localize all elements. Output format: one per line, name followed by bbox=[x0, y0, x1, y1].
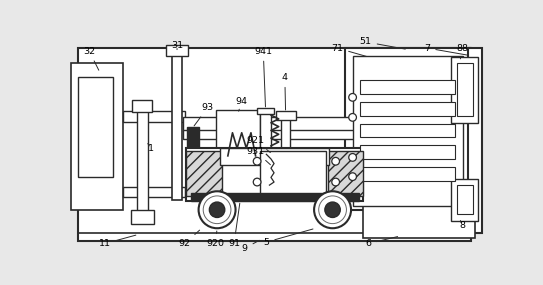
Bar bbox=[166, 45, 188, 56]
Bar bbox=[79, 48, 471, 241]
Bar bbox=[281, 117, 290, 167]
Bar bbox=[260, 151, 326, 196]
Bar bbox=[186, 148, 363, 201]
Bar bbox=[79, 77, 113, 177]
Text: 94: 94 bbox=[236, 97, 248, 111]
Bar bbox=[361, 145, 455, 159]
Bar bbox=[451, 179, 478, 221]
Circle shape bbox=[210, 202, 225, 217]
Bar bbox=[137, 107, 148, 211]
Bar bbox=[328, 151, 363, 196]
Text: 71: 71 bbox=[331, 44, 367, 56]
Circle shape bbox=[349, 113, 356, 121]
Text: 931: 931 bbox=[247, 147, 270, 165]
Circle shape bbox=[349, 173, 356, 180]
Bar bbox=[123, 111, 185, 122]
Text: 9: 9 bbox=[242, 240, 260, 253]
Text: 941: 941 bbox=[254, 47, 272, 107]
Bar bbox=[345, 48, 470, 210]
Circle shape bbox=[203, 196, 231, 224]
Circle shape bbox=[253, 157, 261, 165]
Text: 7: 7 bbox=[424, 44, 469, 55]
Text: 6: 6 bbox=[365, 237, 397, 248]
Text: 4: 4 bbox=[282, 73, 288, 110]
Bar bbox=[361, 167, 455, 180]
Bar bbox=[186, 151, 222, 196]
Text: 88: 88 bbox=[456, 44, 468, 59]
Text: 921: 921 bbox=[247, 136, 270, 152]
Text: 93: 93 bbox=[194, 103, 214, 126]
Bar bbox=[220, 148, 330, 165]
Bar bbox=[191, 193, 359, 201]
Text: 1: 1 bbox=[148, 144, 154, 153]
Text: 92: 92 bbox=[179, 230, 200, 248]
Bar bbox=[123, 187, 185, 198]
Bar bbox=[216, 110, 260, 160]
Bar bbox=[71, 64, 123, 210]
Bar bbox=[363, 184, 475, 238]
Text: 32: 32 bbox=[83, 47, 99, 70]
Bar bbox=[276, 111, 295, 121]
Bar bbox=[260, 111, 271, 157]
Circle shape bbox=[325, 202, 340, 217]
Text: 8: 8 bbox=[459, 221, 465, 230]
Text: 5: 5 bbox=[263, 229, 313, 247]
Bar bbox=[451, 57, 478, 123]
Text: 11: 11 bbox=[99, 235, 136, 248]
Circle shape bbox=[314, 191, 351, 228]
Bar bbox=[361, 102, 455, 116]
Circle shape bbox=[332, 157, 339, 165]
Bar bbox=[187, 127, 199, 146]
Circle shape bbox=[332, 178, 339, 186]
Text: 31: 31 bbox=[171, 41, 183, 50]
Bar bbox=[457, 185, 473, 214]
Bar bbox=[131, 210, 154, 224]
Circle shape bbox=[199, 191, 236, 228]
Bar bbox=[183, 130, 374, 139]
Text: 920: 920 bbox=[206, 231, 225, 248]
Text: 51: 51 bbox=[359, 37, 405, 49]
Text: 91: 91 bbox=[228, 203, 240, 248]
Bar bbox=[183, 117, 374, 131]
Bar bbox=[468, 48, 482, 233]
Bar bbox=[361, 80, 455, 94]
Bar bbox=[361, 123, 455, 137]
Bar bbox=[257, 108, 274, 114]
Circle shape bbox=[349, 154, 356, 161]
Circle shape bbox=[349, 93, 356, 101]
Bar bbox=[132, 100, 153, 112]
Bar bbox=[457, 64, 473, 116]
Bar bbox=[173, 50, 182, 200]
Circle shape bbox=[319, 196, 346, 224]
Bar bbox=[352, 56, 463, 206]
Circle shape bbox=[253, 178, 261, 186]
